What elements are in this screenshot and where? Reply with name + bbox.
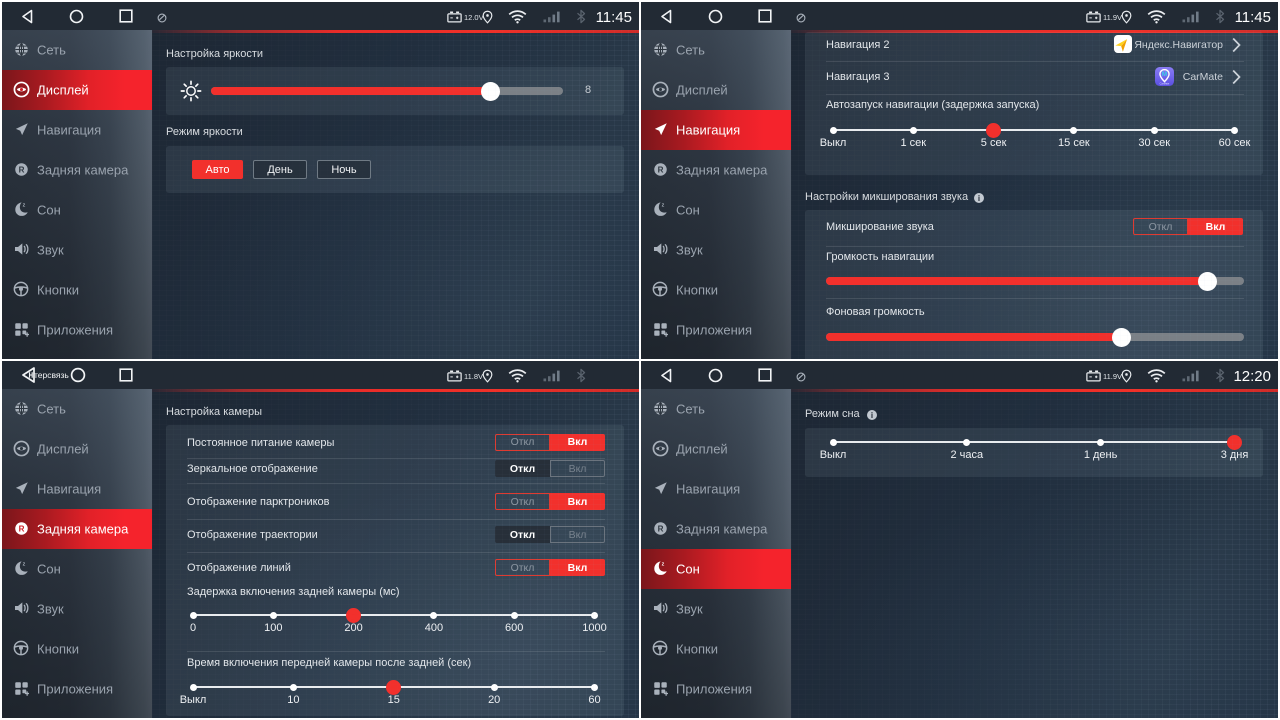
svg-text:R: R [658,165,664,174]
svg-text:z: z [23,202,26,208]
svg-text:z: z [662,561,665,567]
svg-text:R: R [19,524,25,533]
svg-text:M: M [1162,71,1167,78]
svg-text:R: R [19,165,25,174]
svg-text:R: R [658,524,664,533]
svg-text:z: z [23,561,26,567]
svg-text:z: z [662,202,665,208]
svg-text:CarMate: CarMate [1160,82,1170,85]
